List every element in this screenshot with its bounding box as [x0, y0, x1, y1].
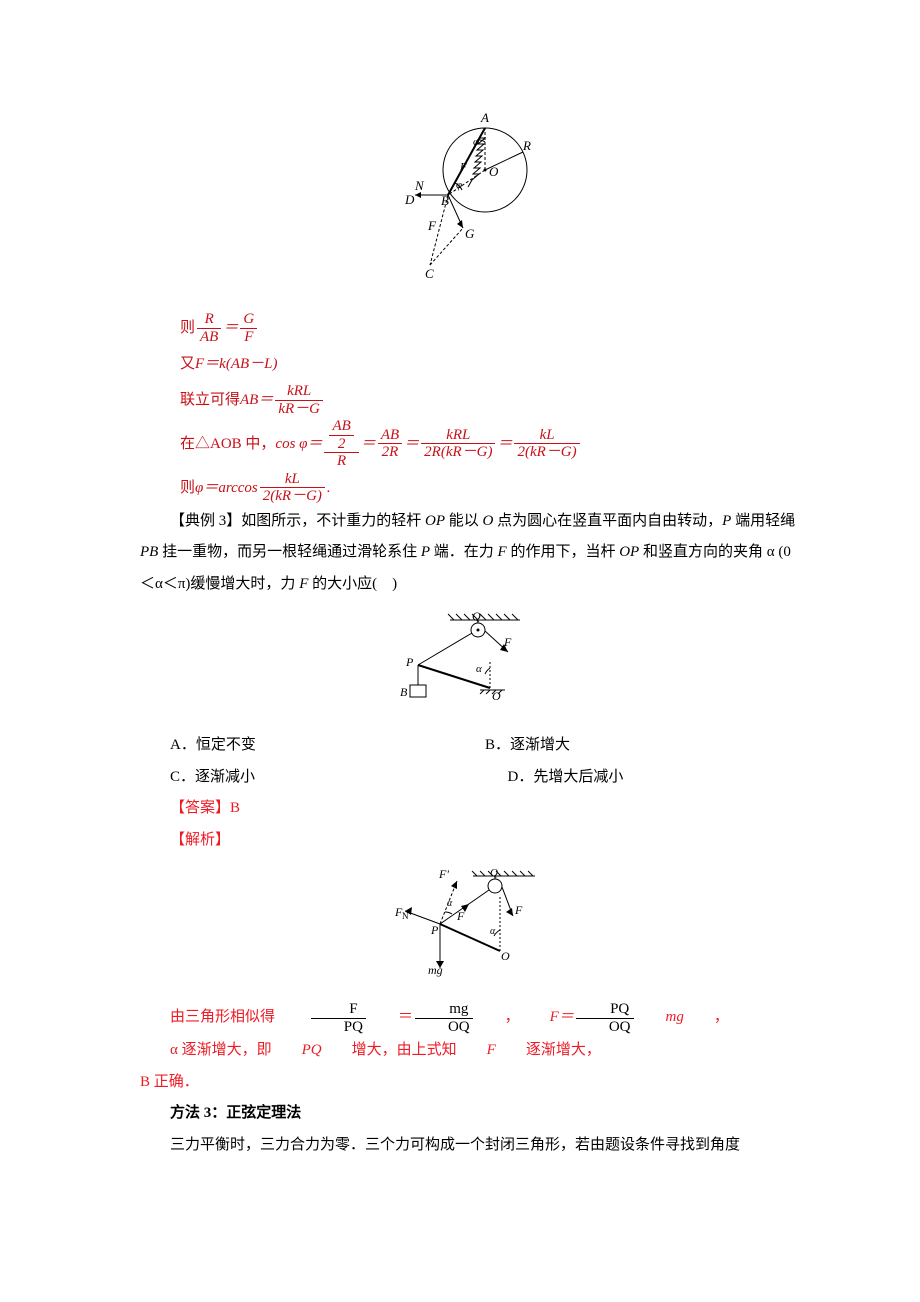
- figure-1-svg: A R O φ F B φ D N F G C: [375, 110, 565, 290]
- figure-3: F′ Q F N α F F α P mg O: [140, 866, 800, 981]
- svg-text:α: α: [490, 926, 496, 937]
- svg-text:P: P: [405, 655, 414, 669]
- option-b: B．逐渐增大: [485, 730, 800, 762]
- options: A．恒定不变 B．逐渐增大 C．逐渐减小 D．先增大后减小: [170, 730, 800, 793]
- derivation-block: 则 RAB ＝ GF 又 F＝k(AB－L) 联立可得 AB＝ kRLkR－G …: [180, 310, 800, 506]
- svg-text:O: O: [492, 689, 501, 703]
- svg-text:C: C: [425, 266, 434, 281]
- math-line-1: 则 RAB ＝ GF: [180, 310, 800, 346]
- svg-text:F: F: [514, 903, 523, 917]
- method-3-body: 三力平衡时，三力合力为零．三个力可构成一个封闭三角形，若由题设条件寻找到角度: [140, 1130, 800, 1162]
- svg-text:F: F: [456, 909, 465, 923]
- svg-text:O: O: [489, 164, 499, 179]
- answer-line: 【答案】B: [170, 793, 800, 825]
- figure-2-svg: Q F P α B O: [400, 610, 540, 710]
- solution-text: 由三角形相似得 FPQ ＝ mgOQ ， F＝ PQOQ mg ， α 逐渐增大…: [140, 1001, 800, 1067]
- svg-text:N: N: [402, 911, 409, 921]
- svg-text:G: G: [465, 226, 475, 241]
- svg-text:Q: Q: [490, 867, 498, 879]
- svg-text:N: N: [414, 178, 425, 193]
- option-d: D．先增大后减小: [463, 762, 801, 794]
- svg-text:R: R: [522, 138, 531, 153]
- svg-text:F: F: [503, 635, 512, 649]
- svg-text:F′: F′: [438, 867, 449, 881]
- svg-text:B: B: [400, 685, 408, 699]
- math-line-3: 联立可得 AB＝ kRLkR－G: [180, 382, 800, 418]
- option-c: C．逐渐减小: [170, 762, 463, 794]
- svg-text:D: D: [404, 192, 415, 207]
- math-line-5: 则 φ＝arccos kL2(kR－G).: [180, 470, 800, 506]
- figure-1: A R O φ F B φ D N F G C: [140, 110, 800, 290]
- figure-3-svg: F′ Q F N α F F α P mg O: [395, 866, 545, 981]
- svg-text:φ: φ: [456, 179, 462, 191]
- svg-text:P: P: [430, 923, 439, 937]
- solution-last: B 正确．: [140, 1067, 800, 1099]
- math-line-2: 又 F＝k(AB－L): [180, 346, 800, 382]
- method-3-title: 方法 3：正弦定理法: [140, 1098, 800, 1130]
- svg-text:F: F: [459, 161, 467, 173]
- example-3-text: 【典例 3】如图所示，不计重力的轻杆 OP 能以 O 点为圆心在竖直平面内自由转…: [140, 506, 800, 601]
- jiexi-label: 【解析】: [170, 825, 800, 857]
- svg-text:B: B: [441, 193, 449, 208]
- svg-text:F: F: [427, 218, 437, 233]
- svg-text:A: A: [480, 110, 489, 125]
- math-line-4: 在△AOB 中，cos φ＝ AB2 R ＝ AB2R ＝ kRL2R(kR－G…: [180, 418, 800, 470]
- svg-text:mg: mg: [428, 963, 443, 977]
- svg-text:O: O: [501, 949, 510, 963]
- option-a: A．恒定不变: [170, 730, 485, 762]
- svg-text:α: α: [447, 898, 453, 909]
- svg-text:Q: Q: [472, 610, 481, 623]
- figure-2: Q F P α B O: [140, 610, 800, 710]
- svg-text:α: α: [476, 663, 482, 675]
- svg-text:φ: φ: [473, 136, 479, 148]
